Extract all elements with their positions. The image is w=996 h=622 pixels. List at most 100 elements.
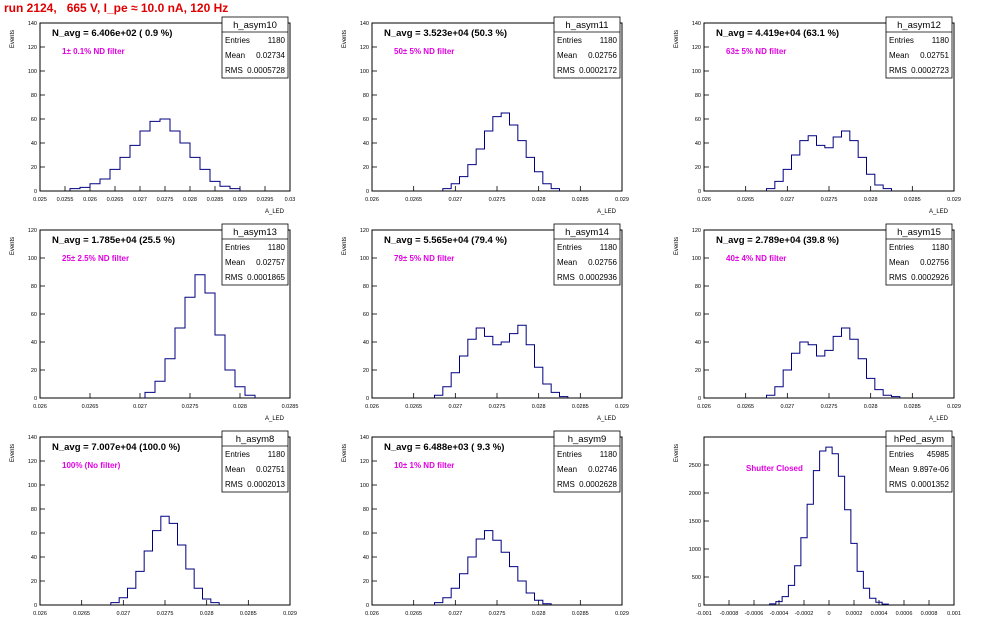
page-title: run 2124, 665 V, I_pe ≈ 10.0 nA, 120 Hz bbox=[4, 1, 229, 15]
x-tick-label: 0.026 bbox=[697, 197, 711, 203]
x-tick-label: 0.027 bbox=[780, 197, 794, 203]
x-tick-label: -0.0006 bbox=[745, 611, 764, 617]
x-tick-label: 0.028 bbox=[200, 611, 214, 617]
x-tick-label: 0.026 bbox=[33, 404, 47, 410]
stats-key: RMS bbox=[557, 273, 575, 282]
y-axis-label: Events bbox=[342, 237, 348, 255]
filter-annotation: 50± 5% ND filter bbox=[394, 47, 454, 56]
filter-annotation: 1± 0.1% ND filter bbox=[62, 47, 125, 56]
y-tick-label: 140 bbox=[28, 435, 37, 441]
histogram-line bbox=[442, 112, 560, 191]
stats-key: Mean bbox=[225, 51, 245, 60]
x-tick-label: 0.0275 bbox=[489, 611, 506, 617]
stats-key: Mean bbox=[557, 51, 577, 60]
y-tick-label: 120 bbox=[360, 228, 369, 234]
x-tick-label: 0.03 bbox=[285, 197, 296, 203]
x-tick-label: 0.0265 bbox=[107, 197, 124, 203]
histogram-name: hPed_asym bbox=[894, 434, 944, 445]
x-tick-label: 0.0275 bbox=[821, 197, 838, 203]
stats-value: 0.0005728 bbox=[247, 66, 285, 75]
y-tick-label: 20 bbox=[695, 368, 701, 374]
stats-value: 0.0002936 bbox=[579, 273, 617, 282]
x-tick-label: 0.0006 bbox=[896, 611, 913, 617]
y-tick-label: 40 bbox=[363, 141, 369, 147]
stats-value: 45985 bbox=[927, 450, 950, 459]
histogram-panel: 0.026 0.0265 0.027 0.0275 0.028 0.0285 0.029 0 2… bbox=[342, 223, 629, 422]
histogram-panel: 0.026 0.0265 0.027 0.0275 0.028 0.0285 0.029 0 2… bbox=[342, 16, 629, 215]
histogram-name: h_asym12 bbox=[897, 20, 941, 31]
x-tick-label: 0.027 bbox=[448, 197, 462, 203]
stats-key: Entries bbox=[889, 243, 914, 252]
stats-key: Entries bbox=[225, 36, 250, 45]
stats-key: Mean bbox=[225, 258, 245, 267]
y-tick-label: 100 bbox=[360, 69, 369, 75]
histogram-name: h_asym13 bbox=[233, 227, 277, 238]
histogram-name: h_asym8 bbox=[236, 434, 275, 445]
y-axis-label: Events bbox=[10, 237, 16, 255]
stats-value: 0.02751 bbox=[256, 465, 285, 474]
y-axis-label: Events bbox=[674, 444, 680, 462]
x-tick-label: 0.0275 bbox=[489, 404, 506, 410]
stats-value: 0.02734 bbox=[256, 51, 285, 60]
y-tick-label: 100 bbox=[692, 69, 701, 75]
filter-annotation: Shutter Closed bbox=[746, 464, 803, 473]
y-tick-label: 100 bbox=[360, 256, 369, 262]
y-tick-label: 140 bbox=[692, 21, 701, 27]
y-tick-label: 140 bbox=[360, 21, 369, 27]
stats-key: RMS bbox=[225, 480, 243, 489]
y-tick-label: 60 bbox=[31, 312, 37, 318]
y-tick-label: 500 bbox=[692, 575, 701, 581]
y-tick-label: 100 bbox=[28, 483, 37, 489]
stats-value: 0.02751 bbox=[920, 51, 949, 60]
y-tick-label: 2500 bbox=[689, 463, 701, 469]
y-tick-label: 40 bbox=[363, 555, 369, 561]
x-tick-label: 0.026 bbox=[365, 197, 379, 203]
y-tick-label: 60 bbox=[363, 312, 369, 318]
stats-value: 0.0001865 bbox=[247, 273, 285, 282]
y-tick-label: 100 bbox=[692, 256, 701, 262]
stats-key: RMS bbox=[889, 480, 907, 489]
stats-key: Entries bbox=[889, 36, 914, 45]
histogram-line bbox=[766, 327, 901, 398]
x-tick-label: 0.026 bbox=[365, 611, 379, 617]
stats-value: 1180 bbox=[268, 243, 286, 252]
stats-key: Entries bbox=[225, 450, 250, 459]
y-tick-label: 80 bbox=[363, 284, 369, 290]
x-tick-label: 0.0285 bbox=[282, 404, 299, 410]
y-tick-label: 60 bbox=[363, 531, 369, 537]
y-tick-label: 120 bbox=[360, 45, 369, 51]
x-axis-label: A_LED bbox=[265, 416, 285, 422]
x-tick-label: 0.028 bbox=[864, 404, 878, 410]
x-tick-label: 0.0265 bbox=[405, 404, 422, 410]
x-tick-label: 0.0275 bbox=[821, 404, 838, 410]
stats-key: Mean bbox=[225, 465, 245, 474]
x-tick-label: 0.0295 bbox=[257, 197, 274, 203]
y-tick-label: 40 bbox=[363, 340, 369, 346]
x-tick-label: 0.0285 bbox=[572, 197, 589, 203]
x-tick-label: 0.027 bbox=[133, 404, 147, 410]
stats-box bbox=[553, 16, 621, 79]
y-tick-label: 120 bbox=[692, 45, 701, 51]
x-tick-label: 0.0275 bbox=[182, 404, 199, 410]
x-tick-label: 0.026 bbox=[33, 611, 47, 617]
stats-key: Entries bbox=[557, 243, 582, 252]
x-tick-label: 0.029 bbox=[615, 197, 629, 203]
x-tick-label: 0.0265 bbox=[737, 404, 754, 410]
histogram-panel: 0.026 0.0265 0.027 0.0275 0.028 0.0285 0 20 40 60… bbox=[10, 223, 299, 422]
stats-key: Entries bbox=[557, 36, 582, 45]
x-tick-label: 0.029 bbox=[947, 197, 961, 203]
histogram-panel: 0.026 0.0265 0.027 0.0275 0.028 0.0285 0.029 0 2… bbox=[674, 223, 961, 422]
stats-key: Entries bbox=[889, 450, 914, 459]
y-tick-label: 40 bbox=[31, 141, 37, 147]
stats-box bbox=[221, 16, 289, 79]
stats-key: RMS bbox=[557, 66, 575, 75]
y-tick-label: 120 bbox=[28, 459, 37, 465]
stats-value: 0.02757 bbox=[256, 258, 285, 267]
stats-box bbox=[553, 223, 621, 286]
stats-box bbox=[885, 223, 953, 286]
stats-box bbox=[885, 430, 953, 493]
stats-key: RMS bbox=[225, 273, 243, 282]
stats-value: 0.02756 bbox=[588, 258, 617, 267]
stats-value: 0.02756 bbox=[588, 51, 617, 60]
x-tick-label: 0.0265 bbox=[737, 197, 754, 203]
